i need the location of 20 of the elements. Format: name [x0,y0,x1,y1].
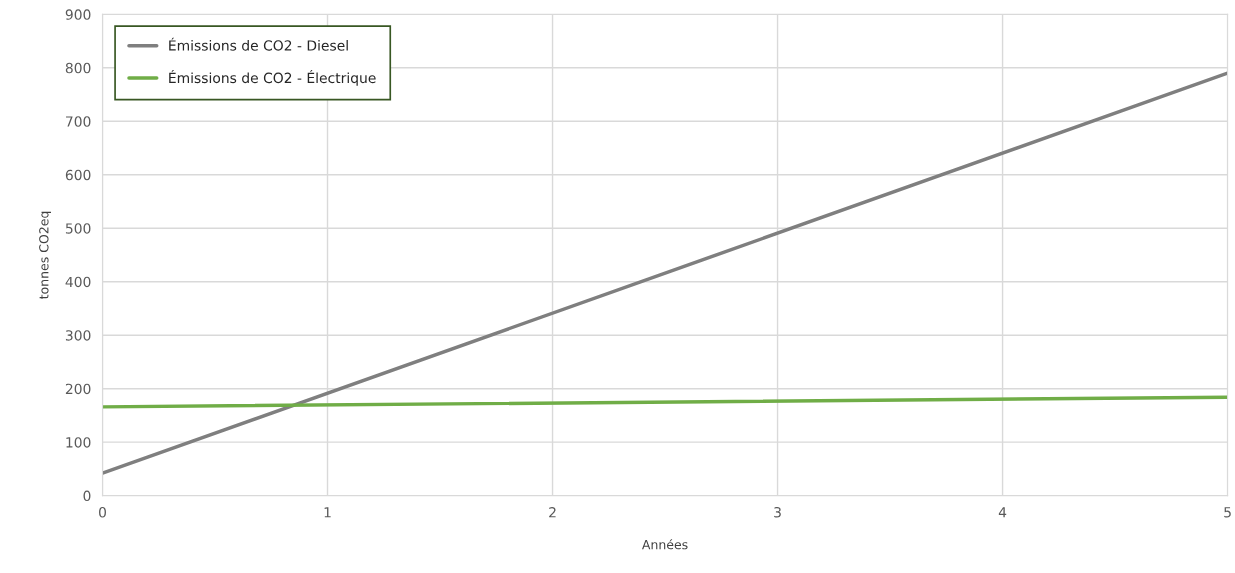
y-axis-title: tonnes CO2eq [39,211,51,300]
y-tick-label: 700 [66,116,91,127]
y-tick-label: 0 [83,490,91,502]
x-tick-label: 2 [549,507,556,518]
y-tick-label: 800 [65,62,91,74]
legend-label: Émissions de CO2 - Diesel [169,37,348,51]
legend-label: Émissions de CO2 - Électrique [169,70,376,86]
x-tick-label: 1 [324,507,331,518]
y-tick-label: 400 [65,276,91,288]
x-tick-label: 0 [99,507,106,518]
y-tick-label: 200 [65,383,91,395]
y-tick-label: 100 [66,437,91,448]
y-tick-label: 900 [65,9,91,20]
x-axis-title: Années [642,539,688,550]
x-tick-label: 5 [1224,507,1231,518]
y-tick-label: 500 [65,223,91,234]
y-tick-label: 600 [65,169,91,181]
x-tick-label: 4 [998,507,1007,518]
x-tick-label: 3 [774,507,781,518]
y-tick-label: 300 [65,330,91,341]
